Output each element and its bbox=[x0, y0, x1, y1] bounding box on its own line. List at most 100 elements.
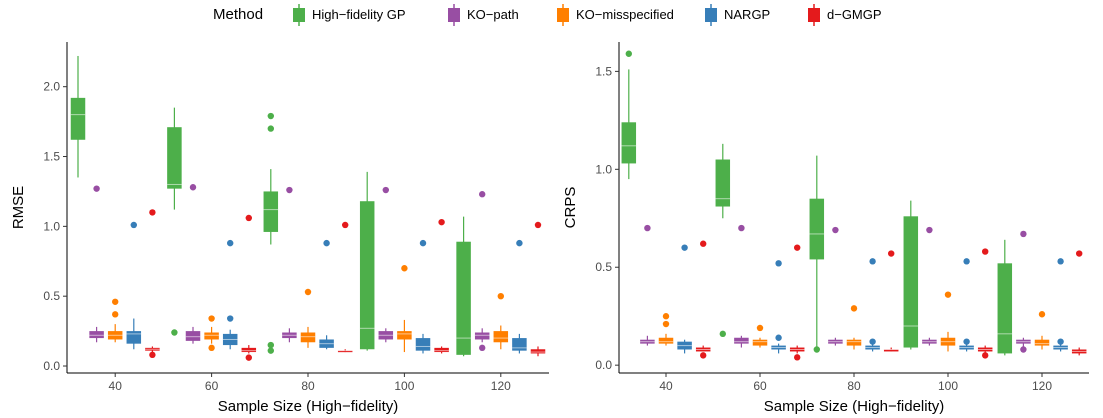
legend-item-ko-misspecified: KO−misspecified bbox=[557, 4, 674, 26]
outlier-point bbox=[1076, 250, 1083, 257]
outlier-point bbox=[342, 221, 349, 229]
outlier-point bbox=[245, 354, 252, 361]
outlier-point bbox=[149, 351, 156, 359]
box-ko-path-80 bbox=[828, 226, 843, 346]
box-ko-misspecified-60 bbox=[204, 315, 219, 352]
box-iqr bbox=[997, 263, 1013, 354]
y-tick-label: 0.5 bbox=[43, 289, 60, 303]
box-ko-path-100 bbox=[922, 226, 937, 346]
series-ko-misspecified bbox=[658, 291, 1050, 352]
outlier-point bbox=[171, 329, 178, 336]
box-high-fidelity-gp-100 bbox=[903, 200, 919, 350]
outlier-point bbox=[700, 352, 707, 359]
box-ko-path-80 bbox=[282, 186, 297, 343]
box-high-fidelity-gp-60 bbox=[715, 143, 731, 338]
box-iqr bbox=[415, 338, 431, 351]
outlier-point bbox=[382, 186, 389, 194]
outlier-point bbox=[869, 258, 876, 265]
box-iqr bbox=[512, 338, 527, 351]
legend: Method High−fidelity GP KO−path KO−misspec… bbox=[213, 4, 882, 26]
y-tick-label: 1.0 bbox=[43, 219, 60, 233]
box-nargp-120 bbox=[512, 239, 527, 354]
box-d-gmgp-60 bbox=[241, 214, 257, 361]
outlier-point bbox=[963, 338, 970, 345]
box-iqr bbox=[903, 216, 919, 348]
legend-key-box bbox=[448, 8, 460, 22]
outlier-point bbox=[267, 341, 274, 349]
series-nargp bbox=[677, 244, 1068, 354]
box-iqr bbox=[204, 332, 219, 340]
box-ko-misspecified-120 bbox=[1034, 311, 1050, 350]
box-d-gmgp-80 bbox=[337, 221, 353, 353]
outlier-point bbox=[832, 226, 839, 234]
series-high-fidelity-gp bbox=[70, 55, 471, 357]
box-high-fidelity-gp-60 bbox=[167, 107, 182, 336]
outlier-point bbox=[719, 330, 726, 338]
legend-key-box bbox=[808, 8, 820, 22]
legend-label: KO−misspecified bbox=[576, 7, 674, 22]
box-iqr bbox=[1034, 339, 1050, 346]
outlier-point bbox=[813, 346, 820, 353]
box-iqr bbox=[359, 201, 375, 350]
outlier-point bbox=[775, 260, 782, 267]
y-tick-label: 0.0 bbox=[43, 359, 60, 373]
outlier-point bbox=[850, 305, 858, 312]
box-ko-misspecified-120 bbox=[493, 292, 509, 350]
box-high-fidelity-gp-80 bbox=[809, 155, 825, 353]
outlier-point bbox=[888, 250, 895, 257]
outlier-point bbox=[1057, 338, 1064, 345]
box-iqr bbox=[89, 331, 104, 339]
legend-title: Method bbox=[213, 6, 263, 23]
outlier-point bbox=[1038, 311, 1046, 318]
y-tick-label: 1.5 bbox=[43, 150, 60, 164]
box-iqr bbox=[846, 339, 862, 346]
outlier-point bbox=[479, 191, 486, 198]
outlier-point bbox=[267, 347, 274, 354]
box-high-fidelity-gp-80 bbox=[263, 112, 279, 354]
box-d-gmgp-120 bbox=[530, 221, 546, 357]
outlier-point bbox=[982, 352, 989, 359]
box-d-gmgp-40 bbox=[145, 209, 160, 359]
y-axis-title: CRPS bbox=[562, 187, 579, 229]
box-high-fidelity-gp-40 bbox=[70, 55, 86, 178]
outlier-point bbox=[227, 315, 234, 322]
outlier-point bbox=[227, 239, 234, 247]
box-nargp-100 bbox=[959, 258, 974, 352]
box-nargp-60 bbox=[222, 239, 238, 350]
box-ko-path-60 bbox=[185, 184, 201, 344]
y-tick-label: 2.0 bbox=[43, 80, 60, 94]
legend-item-d-gmgp: d−GMGP bbox=[808, 4, 882, 26]
box-d-gmgp-120 bbox=[1071, 250, 1087, 356]
box-iqr bbox=[809, 198, 825, 260]
box-iqr bbox=[621, 122, 637, 164]
box-high-fidelity-gp-120 bbox=[997, 239, 1013, 356]
box-iqr bbox=[530, 349, 546, 354]
box-ko-misspecified-100 bbox=[397, 265, 412, 353]
legend-key-box bbox=[293, 8, 305, 22]
outlier-point bbox=[756, 324, 764, 332]
legend-label: d−GMGP bbox=[827, 7, 882, 22]
outlier-point bbox=[112, 298, 119, 305]
outlier-point bbox=[775, 334, 782, 341]
outlier-point bbox=[438, 218, 445, 226]
outlier-point bbox=[267, 112, 274, 120]
box-high-fidelity-gp-100 bbox=[359, 171, 375, 351]
box-d-gmgp-60 bbox=[789, 244, 805, 361]
outlier-point bbox=[149, 209, 156, 216]
outlier-point bbox=[208, 315, 215, 322]
outlier-point bbox=[130, 221, 137, 229]
box-nargp-120 bbox=[1053, 258, 1068, 352]
outlier-point bbox=[644, 224, 651, 232]
series-d-gmgp bbox=[145, 209, 546, 361]
outlier-point bbox=[419, 239, 427, 247]
outlier-point bbox=[304, 288, 312, 296]
box-ko-misspecified-80 bbox=[300, 288, 316, 348]
box-d-gmgp-40 bbox=[695, 240, 711, 359]
box-iqr bbox=[752, 339, 768, 346]
box-iqr bbox=[456, 241, 471, 355]
box-ko-misspecified-80 bbox=[846, 305, 862, 350]
outlier-point bbox=[497, 292, 504, 300]
box-iqr bbox=[734, 337, 749, 344]
outlier-point bbox=[1020, 230, 1027, 238]
